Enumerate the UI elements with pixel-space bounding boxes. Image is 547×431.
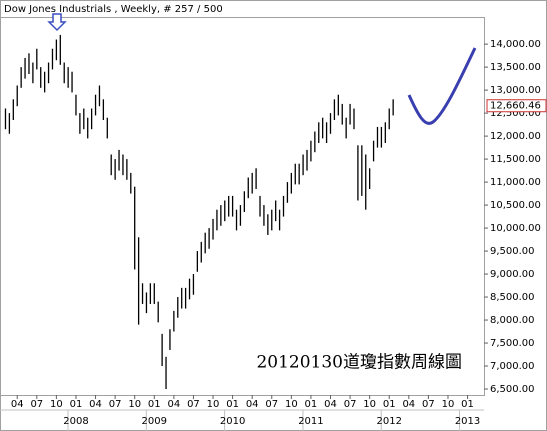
y-tick-label: 11,000.00 <box>490 177 541 188</box>
x-tick-label: 07 <box>265 399 278 410</box>
x-tick-label: 04 <box>89 399 102 410</box>
y-tick-label: 9,000.00 <box>490 269 535 280</box>
x-tick-label: 07 <box>187 399 200 410</box>
x-tick-label: 07 <box>109 399 122 410</box>
arrow <box>47 13 67 32</box>
y-tick-label: 6,500.00 <box>490 384 535 395</box>
y-tick-label: 13,500.00 <box>490 62 541 73</box>
x-tick-label: 10 <box>285 399 298 410</box>
y-tick-label: 12,500.00 <box>490 108 541 119</box>
x-tick-label: 10 <box>50 399 63 410</box>
y-tick-label: 10,000.00 <box>490 223 541 234</box>
x-tick-label: 07 <box>30 399 43 410</box>
y-tick-label: 14,000.00 <box>490 39 541 50</box>
year-label: 2011 <box>298 416 323 427</box>
y-tick-label: 12,000.00 <box>490 131 541 142</box>
y-tick-label: 8,500.00 <box>490 292 535 303</box>
x-tick-label: 04 <box>324 399 337 410</box>
x-tick-label: 01 <box>226 399 239 410</box>
x-tick-label: 07 <box>344 399 357 410</box>
x-tick-label: 04 <box>11 399 24 410</box>
x-tick-label: 10 <box>363 399 376 410</box>
x-tick-label: 10 <box>128 399 141 410</box>
x-tick-label: 04 <box>246 399 259 410</box>
x-tick-label: 10 <box>207 399 220 410</box>
x-tick-label: 07 <box>422 399 435 410</box>
y-tick-label: 11,500.00 <box>490 154 541 165</box>
x-tick-label: 01 <box>461 399 474 410</box>
x-tick-label: 04 <box>167 399 180 410</box>
x-tick-label: 10 <box>442 399 455 410</box>
y-tick-label: 8,000.00 <box>490 315 535 326</box>
year-label: 2013 <box>455 416 480 427</box>
annotation: 20120130道瓊指數周線圖 <box>256 353 462 373</box>
last-value-label: 12,660.46 <box>490 101 541 112</box>
projection-curve <box>407 47 477 125</box>
last-value-box <box>486 99 547 113</box>
y-tick-label: 13,000.00 <box>490 85 541 96</box>
y-tick-label: 7,500.00 <box>490 338 535 349</box>
x-tick-label: 01 <box>383 399 396 410</box>
x-tick-label: 01 <box>148 399 161 410</box>
x-tick-label: 01 <box>305 399 318 410</box>
y-tick-label: 9,500.00 <box>490 246 535 257</box>
year-label: 2012 <box>377 416 402 427</box>
chart-title: Dow Jones Industrials , Weekly, # 257 / … <box>4 4 223 15</box>
plot-area <box>0 17 485 396</box>
year-label: 2008 <box>63 416 88 427</box>
x-tick-label: 01 <box>70 399 83 410</box>
year-label: 2009 <box>142 416 167 427</box>
year-label: 2010 <box>220 416 245 427</box>
x-tick-label: 04 <box>402 399 415 410</box>
y-tick-label: 10,500.00 <box>490 200 541 211</box>
y-tick-label: 7,000.00 <box>490 361 535 372</box>
